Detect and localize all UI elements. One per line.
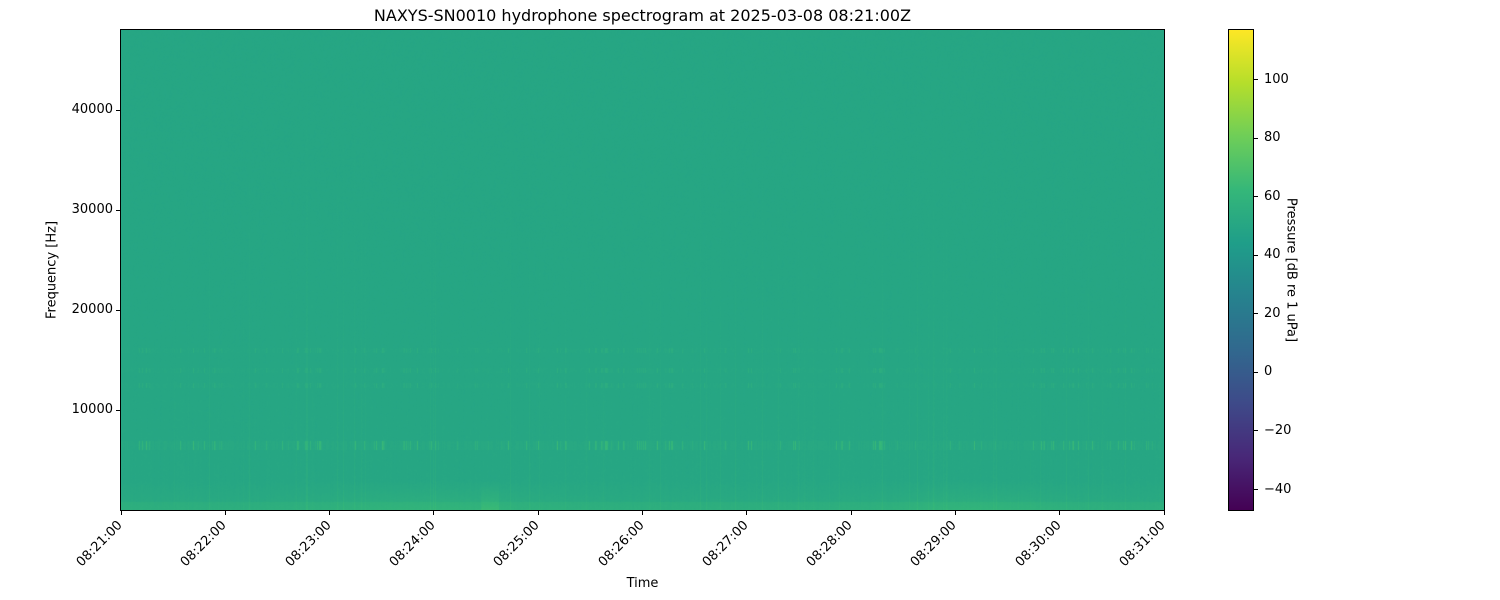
x-tick-label: 08:31:00	[1116, 518, 1169, 570]
colorbar-title: Pressure [dB re 1 uPa]	[1283, 197, 1299, 343]
x-tick	[850, 510, 852, 515]
colorbar-tick	[1253, 137, 1258, 139]
colorbar-tick	[1253, 313, 1258, 315]
x-tick	[746, 510, 748, 515]
x-tick-label: 08:23:00	[282, 518, 335, 570]
x-tick-label: 08:25:00	[490, 518, 543, 570]
colorbar-tick-label: −40	[1264, 481, 1292, 497]
x-tick-label: 08:29:00	[908, 518, 960, 570]
x-tick	[1059, 510, 1061, 515]
x-tick-label: 08:30:00	[1012, 518, 1065, 570]
y-tick	[116, 309, 121, 311]
colorbar-tick-label: −20	[1264, 422, 1292, 438]
x-tick-label: 08:27:00	[699, 518, 752, 570]
x-tick	[329, 510, 331, 515]
colorbar-tick-label: 60	[1264, 188, 1281, 204]
y-tick-label: 40000	[71, 102, 113, 117]
colorbar	[1228, 29, 1254, 511]
x-tick	[433, 510, 435, 515]
spectrogram-image	[121, 30, 1164, 510]
spectrogram-plot-area	[120, 29, 1165, 511]
y-tick	[116, 109, 121, 111]
colorbar-tick-label: 20	[1264, 305, 1281, 321]
x-tick-label: 08:26:00	[595, 518, 648, 570]
colorbar-tick-label: 80	[1264, 130, 1281, 146]
x-axis-title: Time	[626, 576, 659, 591]
colorbar-tick	[1253, 254, 1258, 256]
colorbar-tick	[1253, 430, 1258, 432]
y-tick-label: 20000	[71, 302, 113, 317]
y-axis-title: Frequency [Hz]	[44, 220, 60, 320]
x-tick-label: 08:24:00	[386, 518, 439, 570]
colorbar-tick	[1253, 371, 1258, 373]
x-tick	[954, 510, 956, 515]
colorbar-tick-label: 100	[1264, 71, 1289, 87]
colorbar-tick	[1253, 79, 1258, 81]
y-tick-label: 10000	[71, 402, 113, 417]
colorbar-tick-label: 40	[1264, 247, 1281, 263]
x-tick-label: 08:22:00	[178, 518, 230, 570]
colorbar-tick	[1253, 489, 1258, 490]
x-tick	[642, 510, 643, 515]
y-tick	[116, 209, 121, 211]
x-tick	[224, 510, 226, 515]
colorbar-tick-label: 0	[1264, 364, 1273, 380]
x-tick	[537, 510, 539, 515]
x-tick-label: 08:21:00	[73, 518, 126, 570]
y-tick	[116, 409, 121, 411]
y-tick-label: 30000	[71, 202, 113, 217]
chart-title: NAXYS-SN0010 hydrophone spectrogram at 2…	[373, 6, 912, 25]
x-tick	[1163, 510, 1165, 515]
x-tick-label: 08:28:00	[803, 518, 856, 570]
x-tick	[120, 510, 122, 515]
colorbar-tick	[1253, 196, 1258, 198]
